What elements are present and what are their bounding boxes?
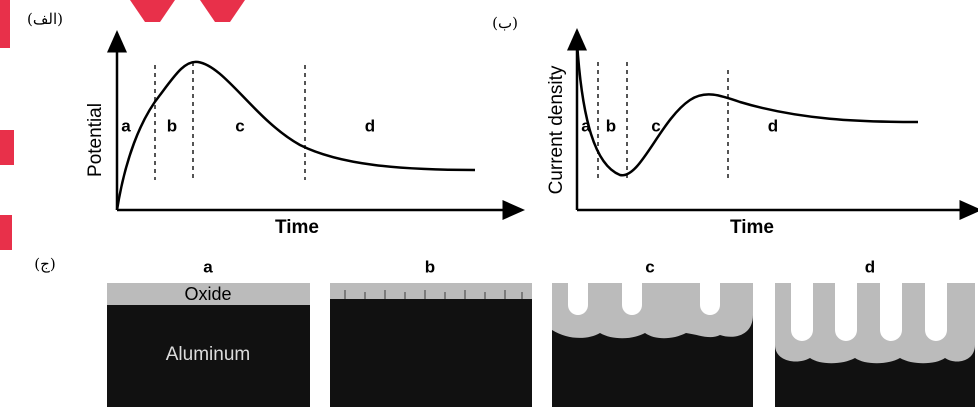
stage-title: a <box>203 257 213 276</box>
aluminum-label: Aluminum <box>166 344 250 365</box>
x-axis-label: Time <box>275 217 319 238</box>
potential-curve <box>115 60 476 211</box>
current-curve <box>575 41 919 177</box>
aluminum-block <box>330 283 532 407</box>
current-panel: (ب) a b c d Current density Time <box>492 14 978 238</box>
phase-label: a <box>581 116 591 135</box>
pores <box>568 283 720 315</box>
panel-label: (الف) <box>27 10 63 28</box>
oxide-layer <box>107 283 310 305</box>
decoration <box>0 0 245 250</box>
stage-title: b <box>425 257 435 276</box>
potential-panel: (الف) a b c d Potential Time <box>27 10 525 238</box>
oxide-layer <box>330 283 532 299</box>
y-axis-label: Potential <box>85 103 106 177</box>
x-axis-label: Time <box>730 217 774 238</box>
pore-seeds <box>344 290 523 299</box>
panel-label: (ب) <box>492 14 518 32</box>
phase-label: c <box>651 116 660 135</box>
phase-label: d <box>365 116 375 135</box>
stages: (ج) a b c d Oxide Aluminum <box>34 255 975 407</box>
phase-label: c <box>235 116 244 135</box>
panel-label: (ج) <box>34 255 55 273</box>
phase-label: d <box>768 116 778 135</box>
oxide-label: Oxide <box>184 284 231 304</box>
pores <box>791 283 947 341</box>
stage-title: c <box>645 257 654 276</box>
phase-label: b <box>167 116 177 135</box>
phase-label: b <box>606 116 616 135</box>
phase-label: a <box>121 116 131 135</box>
stage-title: d <box>865 257 875 276</box>
y-axis-label: Current density <box>546 65 567 194</box>
